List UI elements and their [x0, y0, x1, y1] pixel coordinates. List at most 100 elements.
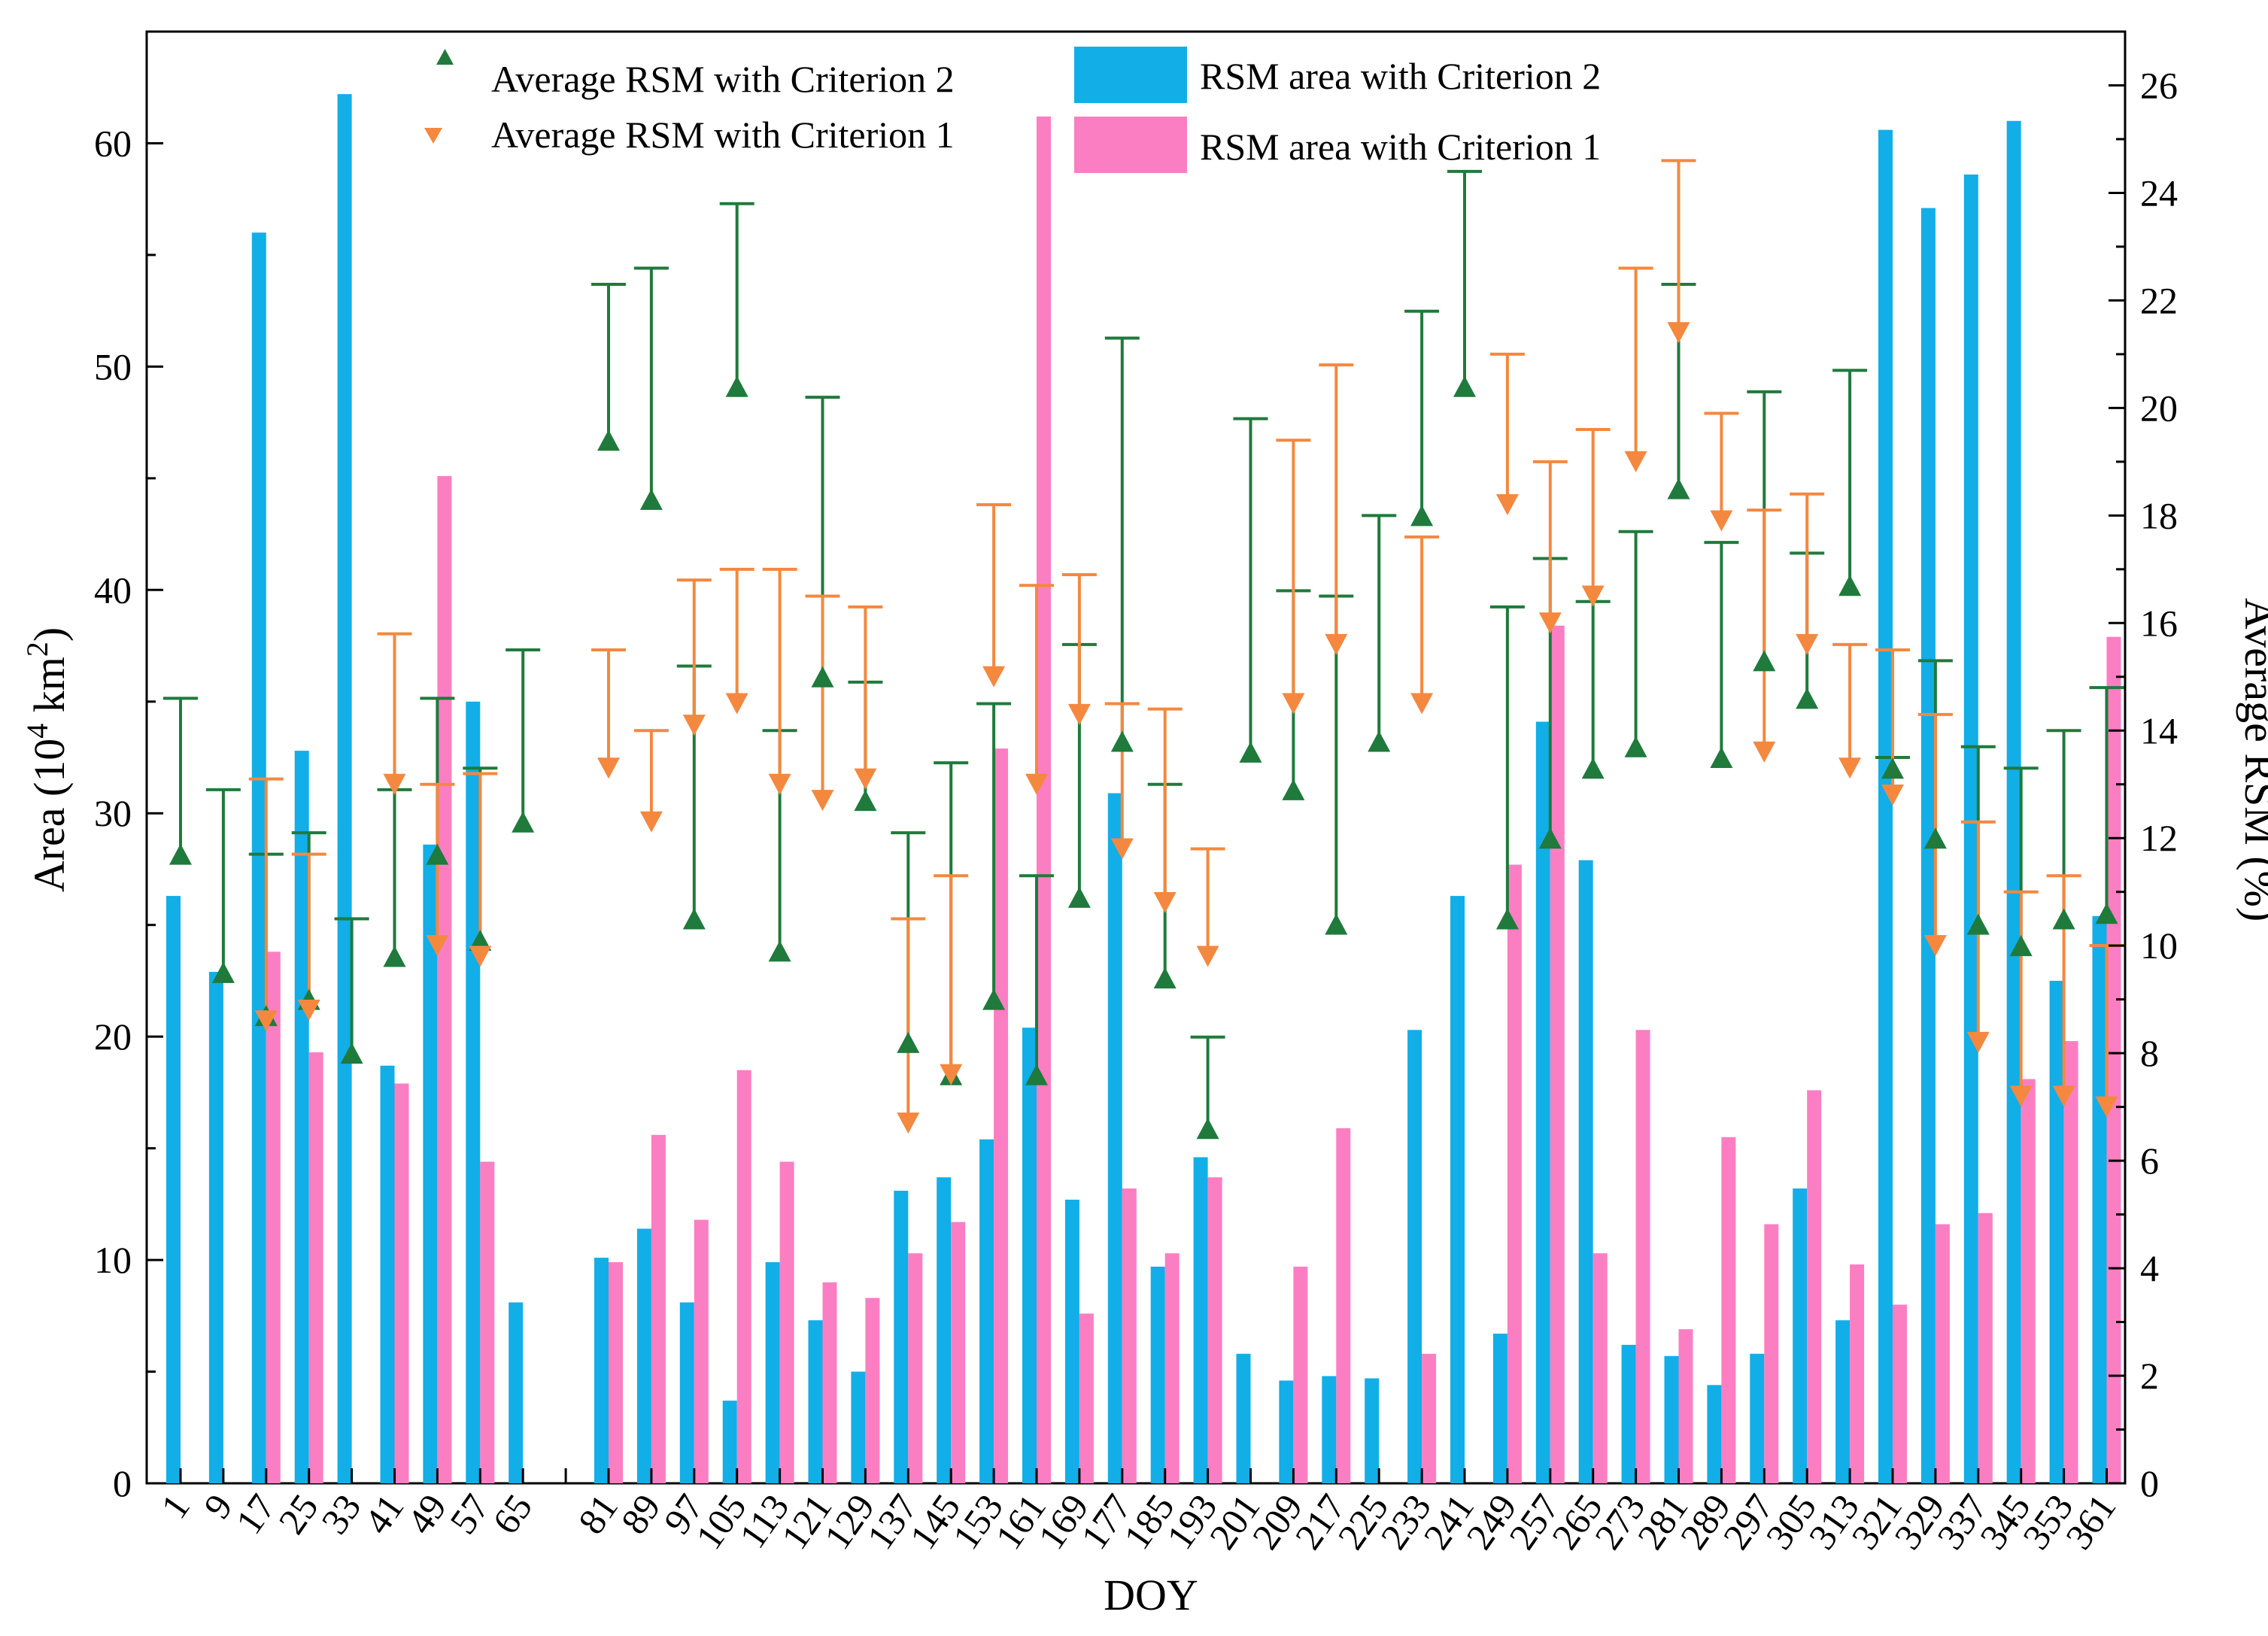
y-left-tick-label: 0	[113, 1462, 132, 1504]
bar-criterion-2	[1322, 1376, 1337, 1483]
bar-criterion-1	[1336, 1128, 1351, 1483]
marker-criterion-1	[426, 935, 449, 957]
marker-criterion-2	[1196, 1118, 1219, 1140]
x-tick-label: 361	[2057, 1486, 2124, 1557]
y-right-tick-label: 16	[2140, 602, 2178, 644]
bar-criterion-1	[1293, 1266, 1308, 1483]
marker-criterion-1	[2095, 1096, 2118, 1118]
bar-criterion-1	[1122, 1188, 1137, 1483]
bar-criterion-1	[736, 1070, 751, 1483]
bar-criterion-1	[994, 748, 1009, 1483]
bar-criterion-1	[394, 1083, 409, 1483]
bar-criterion-2	[1963, 175, 1978, 1483]
bar-criterion-2	[636, 1228, 651, 1483]
marker-criterion-1	[383, 773, 406, 795]
y-left-tick-label: 60	[94, 122, 132, 164]
bar-criterion-2	[1707, 1385, 1722, 1483]
marker-criterion-1	[725, 693, 748, 715]
bar-criterion-1	[694, 1219, 709, 1483]
marker-criterion-2	[1838, 575, 1862, 596]
y-left-tick-label: 10	[94, 1239, 132, 1281]
bar-criterion-1	[2106, 636, 2121, 1483]
marker-criterion-1	[1838, 757, 1862, 779]
marker-criterion-2	[211, 961, 235, 983]
bar-criterion-2	[1535, 721, 1550, 1483]
marker-criterion-1	[254, 1010, 278, 1032]
y-right-tick-label: 12	[2140, 817, 2178, 859]
marker-criterion-2	[469, 930, 492, 952]
bar-criterion-2	[380, 1065, 395, 1483]
bar-criterion-1	[1422, 1353, 1437, 1483]
marker-criterion-1	[1581, 585, 1605, 607]
marker-criterion-2	[1368, 730, 1391, 752]
marker-criterion-1	[2052, 1085, 2075, 1107]
bar-criterion-2	[979, 1139, 994, 1483]
y-left-tick-label: 20	[94, 1015, 132, 1058]
bar-criterion-1	[1507, 864, 1522, 1483]
marker-criterion-1	[768, 773, 791, 795]
bar-criterion-2	[1664, 1355, 1679, 1483]
marker-criterion-2	[1710, 747, 1733, 768]
y-right-tick-label: 20	[2140, 387, 2178, 429]
y-axis-title-left: Area (104 km2)	[20, 627, 74, 892]
y-right-tick-label: 24	[2140, 171, 2178, 214]
bar-criterion-2	[1279, 1380, 1294, 1483]
marker-criterion-1	[639, 811, 663, 833]
markers	[169, 322, 2118, 1140]
bar-criterion-1	[651, 1134, 666, 1483]
bar-criterion-1	[1978, 1213, 1993, 1483]
bar-criterion-2	[808, 1320, 823, 1483]
bar-criterion-1	[1807, 1090, 1822, 1483]
x-tick-label: 1	[153, 1486, 198, 1526]
marker-criterion-1	[1538, 612, 1562, 634]
marker-criterion-1	[1025, 773, 1048, 795]
legend-label-criterion-2-bar: RSM area with Criterion 2	[1200, 55, 1601, 97]
bar-criterion-1	[2063, 1041, 2078, 1483]
marker-criterion-2	[1282, 779, 1305, 800]
y-right-tick-label: 8	[2140, 1032, 2159, 1074]
bar-criterion-2	[208, 972, 223, 1483]
bar-criterion-2	[509, 1302, 524, 1483]
y-axis-title-left-close: )	[25, 627, 74, 642]
bar-criterion-2	[851, 1371, 866, 1483]
legend-marker-criterion-2	[436, 49, 454, 65]
marker-criterion-1	[2009, 1085, 2033, 1107]
bar-criterion-2	[251, 232, 266, 1484]
bar-criterion-1	[779, 1161, 794, 1483]
marker-criterion-2	[1881, 757, 1904, 779]
error-bars	[163, 159, 2124, 1129]
marker-criterion-2	[2009, 935, 2033, 957]
marker-criterion-2	[1410, 505, 1434, 527]
marker-criterion-1	[469, 945, 492, 967]
bar-criterion-2	[765, 1262, 780, 1483]
marker-criterion-2	[854, 790, 877, 812]
marker-criterion-1	[982, 666, 1006, 687]
y-right-tick-label: 2	[2140, 1355, 2159, 1397]
marker-criterion-2	[1025, 1064, 1048, 1085]
marker-criterion-1	[1153, 892, 1177, 913]
legend-label-criterion-2-marker: Average RSM with Criterion 2	[491, 58, 955, 100]
marker-criterion-2	[1796, 687, 1819, 709]
bar-criterion-2	[1022, 1027, 1037, 1483]
marker-criterion-2	[1538, 827, 1562, 849]
bar-criterion-2	[1835, 1320, 1851, 1483]
marker-criterion-2	[1753, 650, 1776, 672]
bar-criterion-1	[1164, 1253, 1180, 1483]
marker-criterion-1	[1923, 935, 1947, 957]
y-right-tick-label: 10	[2140, 924, 2178, 967]
bar-criterion-1	[1850, 1264, 1865, 1483]
bar-criterion-2	[894, 1191, 909, 1483]
y-axis-title-left-sup: 4	[20, 724, 54, 739]
marker-criterion-1	[1753, 741, 1776, 763]
bar-criterion-2	[1450, 896, 1465, 1483]
y-right-tick-label: 14	[2140, 709, 2178, 751]
bar-criterion-2	[423, 844, 438, 1483]
marker-criterion-1	[682, 715, 706, 736]
y-right-tick-label: 6	[2140, 1140, 2159, 1182]
x-axis-title: DOY	[1104, 1571, 1198, 1619]
y-right-tick-label: 18	[2140, 494, 2178, 536]
marker-criterion-1	[1966, 1031, 1990, 1053]
marker-criterion-2	[2052, 908, 2075, 930]
bar-criterion-2	[722, 1401, 737, 1483]
